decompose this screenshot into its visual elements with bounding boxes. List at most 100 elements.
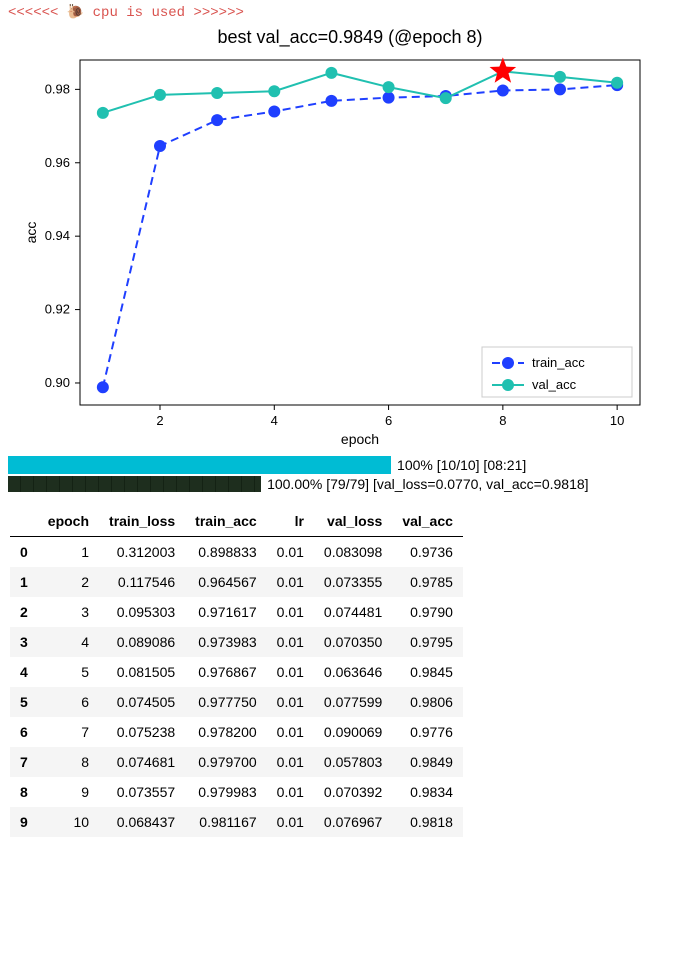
svg-text:0.90: 0.90 — [45, 375, 70, 390]
table-cell: 10 — [38, 807, 99, 837]
table-col-epoch: epoch — [38, 506, 99, 537]
table-cell: 0.9795 — [392, 627, 463, 657]
table-cell: 0.9845 — [392, 657, 463, 687]
table-cell: 0.9776 — [392, 717, 463, 747]
accuracy-chart: best val_acc=0.9849 (@epoch 8) 2 4 6 8 10 0.9… — [20, 27, 680, 450]
table-cell: 0.01 — [267, 807, 314, 837]
table-row-index: 5 — [10, 687, 38, 717]
table-cell: 0.081505 — [99, 657, 185, 687]
table-cell: 9 — [38, 777, 99, 807]
table-cell: 0.977750 — [185, 687, 266, 717]
table-cell: 0.074681 — [99, 747, 185, 777]
table-cell: 0.063646 — [314, 657, 392, 687]
table-cell: 0.9785 — [392, 567, 463, 597]
table-row-index: 9 — [10, 807, 38, 837]
progress-bar-batches: 100.00% [79/79] [val_loss=0.0770, val_ac… — [8, 476, 692, 492]
table-cell: 0.01 — [267, 567, 314, 597]
table-row-index: 3 — [10, 627, 38, 657]
table-cell: 5 — [38, 657, 99, 687]
table-cell: 0.117546 — [99, 567, 185, 597]
svg-text:0.98: 0.98 — [45, 81, 70, 96]
table-col-train_acc: train_acc — [185, 506, 266, 537]
table-col-lr: lr — [267, 506, 314, 537]
table-cell: 0.898833 — [185, 537, 266, 568]
table-cell: 0.9806 — [392, 687, 463, 717]
table-cell: 0.01 — [267, 777, 314, 807]
table-header-row: epochtrain_losstrain_acclrval_lossval_ac… — [10, 506, 463, 537]
svg-text:train_acc: train_acc — [532, 355, 585, 370]
table-cell: 0.9790 — [392, 597, 463, 627]
table-cell: 7 — [38, 717, 99, 747]
table-row-index: 0 — [10, 537, 38, 568]
table-row-index: 1 — [10, 567, 38, 597]
table-row: 890.0735570.9799830.010.0703920.9834 — [10, 777, 463, 807]
table-cell: 0.074481 — [314, 597, 392, 627]
table-cell: 0.976867 — [185, 657, 266, 687]
table-cell: 0.073355 — [314, 567, 392, 597]
table-index-header — [10, 506, 38, 537]
table-cell: 0.075238 — [99, 717, 185, 747]
table-cell: 8 — [38, 747, 99, 777]
table-cell: 0.01 — [267, 687, 314, 717]
table-row-index: 2 — [10, 597, 38, 627]
table-cell: 0.076967 — [314, 807, 392, 837]
table-cell: 0.971617 — [185, 597, 266, 627]
table-row: 9100.0684370.9811670.010.0769670.9818 — [10, 807, 463, 837]
table-cell: 0.074505 — [99, 687, 185, 717]
table-cell: 6 — [38, 687, 99, 717]
svg-text:epoch: epoch — [341, 431, 379, 447]
table-row-index: 4 — [10, 657, 38, 687]
svg-text:2: 2 — [156, 413, 163, 428]
table-cell: 3 — [38, 597, 99, 627]
table-cell: 0.01 — [267, 747, 314, 777]
table-cell: 0.979983 — [185, 777, 266, 807]
table-cell: 0.01 — [267, 657, 314, 687]
table-cell: 0.083098 — [314, 537, 392, 568]
table-cell: 0.981167 — [185, 807, 266, 837]
chart-svg: 2468100.900.920.940.960.98epochacctrain_… — [20, 50, 660, 450]
table-cell: 0.9849 — [392, 747, 463, 777]
table-cell: 0.090069 — [314, 717, 392, 747]
table-cell: 0.057803 — [314, 747, 392, 777]
svg-text:0.96: 0.96 — [45, 155, 70, 170]
table-cell: 4 — [38, 627, 99, 657]
table-row: 010.3120030.8988330.010.0830980.9736 — [10, 537, 463, 568]
table-cell: 1 — [38, 537, 99, 568]
table-body: 010.3120030.8988330.010.0830980.9736120.… — [10, 537, 463, 838]
table-cell: 0.077599 — [314, 687, 392, 717]
table-cell: 0.9736 — [392, 537, 463, 568]
svg-text:10: 10 — [610, 413, 624, 428]
table-cell: 2 — [38, 567, 99, 597]
chart-title: best val_acc=0.9849 (@epoch 8) — [20, 27, 680, 48]
svg-text:4: 4 — [271, 413, 278, 428]
svg-text:val_acc: val_acc — [532, 377, 577, 392]
table-cell: 0.01 — [267, 627, 314, 657]
table-row: 230.0953030.9716170.010.0744810.9790 — [10, 597, 463, 627]
progress-section: 100% [10/10] [08:21] 100.00% [79/79] [va… — [8, 456, 692, 492]
svg-text:6: 6 — [385, 413, 392, 428]
table-cell: 0.01 — [267, 537, 314, 568]
table-row-index: 7 — [10, 747, 38, 777]
table-col-train_loss: train_loss — [99, 506, 185, 537]
table-cell: 0.9834 — [392, 777, 463, 807]
table-col-val_acc: val_acc — [392, 506, 463, 537]
progress-epochs-label: 100% [10/10] [08:21] — [397, 457, 526, 473]
table-cell: 0.01 — [267, 717, 314, 747]
table-cell: 0.973983 — [185, 627, 266, 657]
table-cell: 0.312003 — [99, 537, 185, 568]
table-row: 670.0752380.9782000.010.0900690.9776 — [10, 717, 463, 747]
table-row: 560.0745050.9777500.010.0775990.9806 — [10, 687, 463, 717]
svg-text:0.94: 0.94 — [45, 228, 70, 243]
table-row-index: 8 — [10, 777, 38, 807]
table-cell: 0.964567 — [185, 567, 266, 597]
table-cell: 0.979700 — [185, 747, 266, 777]
table-row: 340.0890860.9739830.010.0703500.9795 — [10, 627, 463, 657]
table-cell: 0.978200 — [185, 717, 266, 747]
table-cell: 0.068437 — [99, 807, 185, 837]
table-cell: 0.9818 — [392, 807, 463, 837]
svg-text:8: 8 — [499, 413, 506, 428]
table-cell: 0.089086 — [99, 627, 185, 657]
table-row: 450.0815050.9768670.010.0636460.9845 — [10, 657, 463, 687]
table-cell: 0.01 — [267, 597, 314, 627]
table-cell: 0.095303 — [99, 597, 185, 627]
